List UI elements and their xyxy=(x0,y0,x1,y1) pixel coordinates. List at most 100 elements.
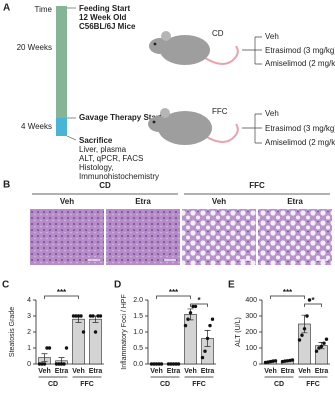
y-tick-label: 100 xyxy=(245,345,257,352)
x-tick-label: Veh xyxy=(298,368,310,375)
data-point xyxy=(71,314,76,318)
x-tick-label: Veh xyxy=(264,368,276,375)
column-label: Etra xyxy=(135,197,151,206)
data-point xyxy=(154,362,159,366)
data-point xyxy=(305,314,309,318)
column-label: Etra xyxy=(287,197,303,206)
significance-bracket xyxy=(190,303,208,307)
treatment: Etrasimod (3 mg/kg) xyxy=(265,124,335,133)
group-label: FFC xyxy=(80,381,94,388)
histology-image xyxy=(182,209,256,265)
data-point xyxy=(324,337,329,341)
column-label: Veh xyxy=(60,197,74,206)
y-tick-label: 1.5 xyxy=(133,313,143,320)
data-point xyxy=(307,298,312,302)
data-point xyxy=(297,338,302,342)
event: 12 Week Old xyxy=(79,13,127,22)
panel-label: D xyxy=(114,280,121,291)
group-label: FFC xyxy=(249,181,265,190)
data-point xyxy=(47,346,52,350)
data-point xyxy=(200,355,205,360)
data-point xyxy=(166,362,171,366)
data-point xyxy=(314,349,319,353)
data-point xyxy=(96,314,100,318)
y-tick-label: 4 xyxy=(27,297,31,304)
significance-label: *** xyxy=(283,288,293,297)
event: Sacrifice xyxy=(79,136,113,145)
data-point xyxy=(208,323,212,328)
data-point xyxy=(62,362,66,366)
y-tick-label: 400 xyxy=(245,297,257,304)
significance-bracket xyxy=(44,295,79,299)
branch xyxy=(242,36,262,65)
data-point xyxy=(42,362,47,366)
x-tick-label: Etra xyxy=(281,368,295,375)
treatment: Amiselimod (2 mg/kg) xyxy=(265,59,335,68)
x-tick-label: Etra xyxy=(55,368,69,375)
panel-label: B xyxy=(3,180,10,191)
treatment: Etrasimod (3 mg/kg) xyxy=(265,46,335,55)
x-tick-label: Veh xyxy=(72,368,84,375)
data-point xyxy=(302,327,307,331)
event: Feeding Start xyxy=(79,4,130,13)
readout: Histology, xyxy=(79,163,114,172)
y-tick-label: 2.0 xyxy=(133,297,143,304)
duration: 20 Weeks xyxy=(17,43,52,52)
column-label: Veh xyxy=(212,197,226,206)
y-tick-label: 0 xyxy=(253,361,257,368)
bar xyxy=(89,318,102,365)
data-point xyxy=(149,362,154,366)
y-tick-label: 200 xyxy=(245,329,257,336)
panel-label: A xyxy=(3,3,10,14)
tick xyxy=(66,135,77,141)
significance-label: * xyxy=(197,296,201,305)
data-point xyxy=(93,330,98,334)
group-label: CD xyxy=(160,381,170,388)
x-tick-label: Etra xyxy=(201,368,215,375)
group-label: CD xyxy=(48,381,58,388)
diet-label: FFC xyxy=(212,107,228,116)
significance-bracket xyxy=(156,295,191,299)
significance-label: * xyxy=(311,296,315,305)
data-point xyxy=(174,362,178,366)
data-point xyxy=(37,362,42,366)
y-tick-label: 0.5 xyxy=(133,345,143,352)
data-point xyxy=(176,362,181,366)
y-tick-label: 0.0 xyxy=(133,361,143,368)
data-point xyxy=(169,362,173,366)
treatment: Veh xyxy=(265,32,279,41)
panel-label: E xyxy=(228,280,235,291)
bar xyxy=(72,318,85,365)
event: Gavage Therapy Start xyxy=(79,113,162,122)
significance-bracket xyxy=(270,295,305,299)
x-tick-label: Etra xyxy=(89,368,103,375)
x-tick-label: Veh xyxy=(38,368,50,375)
y-tick-label: 300 xyxy=(245,313,257,320)
data-point xyxy=(188,311,193,315)
event: C56BL/6J Mice xyxy=(79,22,136,31)
x-tick-label: Veh xyxy=(150,368,162,375)
data-point xyxy=(283,359,287,363)
group-label: FFC xyxy=(192,381,206,388)
data-point xyxy=(91,314,95,318)
data-point xyxy=(319,344,324,349)
data-point xyxy=(152,362,156,366)
treatment: Amiselimod (2 mg/kg) xyxy=(265,138,335,147)
data-point xyxy=(157,362,161,366)
duration: 4 Weeks xyxy=(21,122,52,131)
branch xyxy=(242,113,262,144)
group-label: CD xyxy=(274,381,284,388)
data-point xyxy=(88,314,93,318)
panel-label: C xyxy=(2,280,9,291)
data-point xyxy=(290,358,295,362)
group-label: FFC xyxy=(306,381,320,388)
data-point xyxy=(57,362,61,366)
y-tick-label: 1 xyxy=(27,345,31,352)
x-tick-label: Etra xyxy=(315,368,329,375)
histology-image xyxy=(106,209,180,265)
data-point xyxy=(98,314,103,318)
group-label: CD xyxy=(99,181,111,190)
data-point xyxy=(64,346,69,350)
data-point xyxy=(322,341,326,345)
